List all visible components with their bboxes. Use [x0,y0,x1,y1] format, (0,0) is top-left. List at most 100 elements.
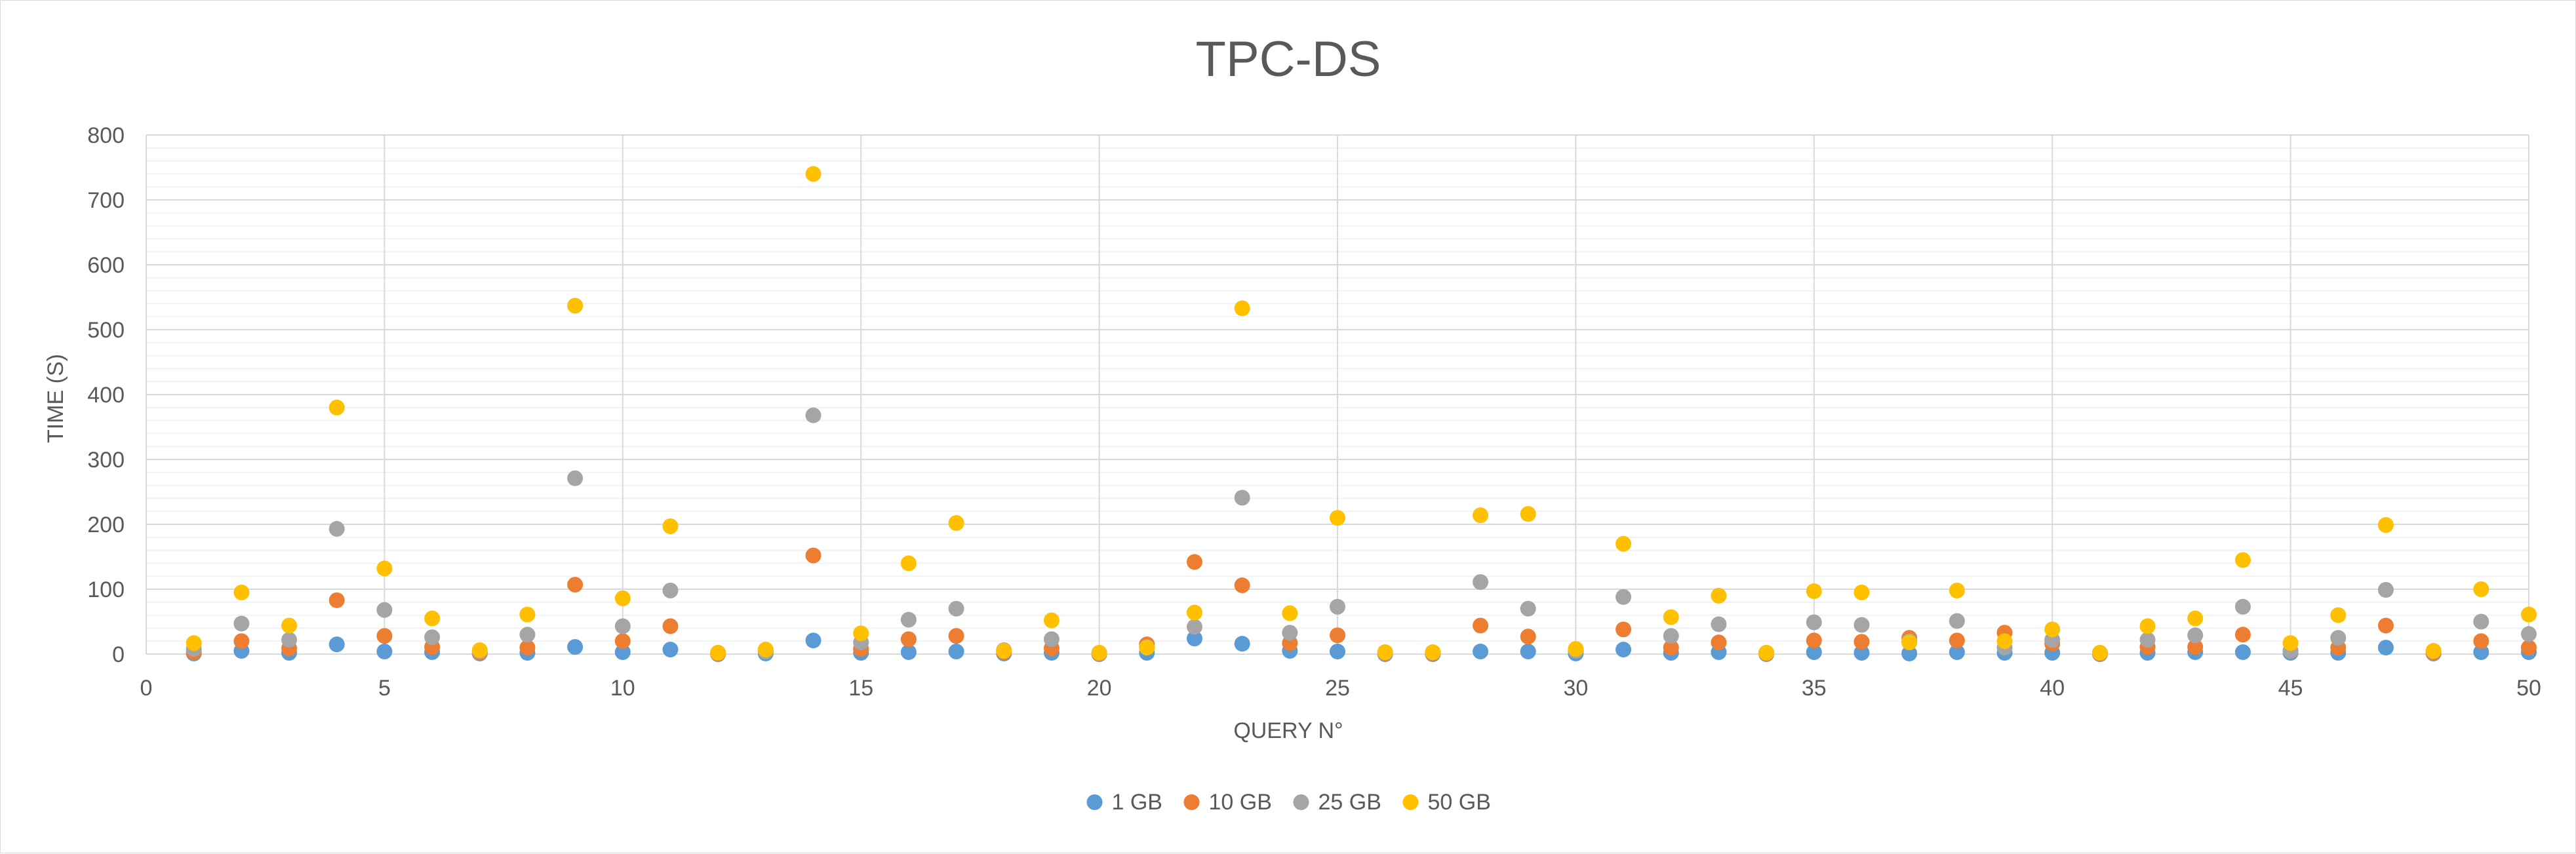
data-point [1615,589,1632,605]
data-point [1473,644,1489,660]
data-point [2234,644,2251,661]
series-3 [186,407,2537,661]
data-point [662,642,679,658]
data-point [1330,510,1345,526]
legend-marker [1402,794,1419,810]
data-point [328,636,345,653]
y-tick-label: 600 [87,253,125,278]
data-point [328,592,345,608]
data-point [2521,606,2537,623]
data-point [1853,645,1870,661]
data-point [1520,600,1536,617]
data-point [1853,617,1870,633]
data-point [1330,644,1345,660]
data-point [233,584,250,600]
data-point [2473,581,2489,597]
data-point [1711,616,1727,632]
data-point [1806,614,1822,631]
data-point [1949,644,1965,661]
data-point [996,643,1012,659]
data-point [948,644,964,660]
data-point [1568,641,1584,657]
data-point [1853,634,1870,650]
data-point [900,611,917,628]
y-tick-label: 300 [87,448,125,473]
data-point [900,631,917,648]
data-point [1663,609,1679,625]
y-tick-label: 0 [112,642,125,667]
data-point [1234,300,1250,317]
data-point [328,520,345,537]
data-point [186,635,202,651]
data-point [1806,583,1822,599]
data-point [2473,613,2489,630]
data-point [2377,617,2394,634]
data-point [1520,506,1536,522]
x-tick-label: 5 [378,676,391,701]
data-point [233,615,250,632]
data-point [948,515,964,532]
data-point [1806,644,1822,661]
data-point [1663,628,1679,644]
x-tick-label: 35 [1802,676,1827,701]
legend: 1 GB 10 GB 25 GB 50 GB [1086,790,1491,815]
data-point [1806,632,1822,649]
data-point [2187,639,2204,655]
data-point [900,644,917,661]
data-point [2377,640,2394,656]
x-tick-label: 20 [1087,676,1112,701]
data-point [2091,645,2108,661]
data-point [1330,598,1345,615]
data-point [1425,644,1441,661]
data-point [662,582,679,598]
series-1 [186,631,2537,662]
legend-marker [1086,794,1103,810]
data-point [1473,507,1489,524]
data-point [1234,577,1250,594]
legend-marker [1293,794,1309,810]
x-axis-tick-labels: 0 5 10 15 20 25 30 35 40 45 50 [140,676,2541,701]
legend-marker [1183,794,1200,810]
x-tick-label: 10 [610,676,635,701]
data-point [2187,610,2204,627]
data-point [328,399,345,416]
x-axis-title: QUERY N° [1233,718,1343,743]
data-point [614,618,631,634]
data-point [1377,644,1393,661]
data-point [1473,574,1489,591]
data-point [2044,621,2061,638]
data-point [1711,587,1727,604]
data-point [376,560,393,577]
data-point [1091,645,1107,661]
data-point [2425,643,2442,659]
x-tick-label: 45 [2278,676,2303,701]
data-point [1186,619,1202,635]
data-point [1234,636,1250,652]
data-point [948,600,964,617]
data-point [1282,605,1298,621]
series-4 [186,166,2537,661]
legend-label: 10 GB [1209,790,1272,815]
data-point [233,633,250,650]
data-point [519,640,536,656]
data-point [614,633,631,650]
y-tick-label: 400 [87,383,125,408]
data-point [1234,490,1250,506]
data-point [805,407,822,423]
data-point [567,577,584,593]
x-tick-label: 40 [2040,676,2065,701]
data-point [1186,604,1202,621]
x-tick-label: 15 [848,676,873,701]
data-point [2473,644,2489,661]
data-point [805,632,822,649]
data-point [1711,634,1727,651]
data-point [2330,607,2347,623]
data-point [662,618,679,634]
data-point [1949,632,1965,649]
data-point [2521,640,2537,656]
data-point [2473,633,2489,650]
data-point [805,166,822,182]
data-point [1043,631,1060,648]
data-point [1615,642,1632,658]
